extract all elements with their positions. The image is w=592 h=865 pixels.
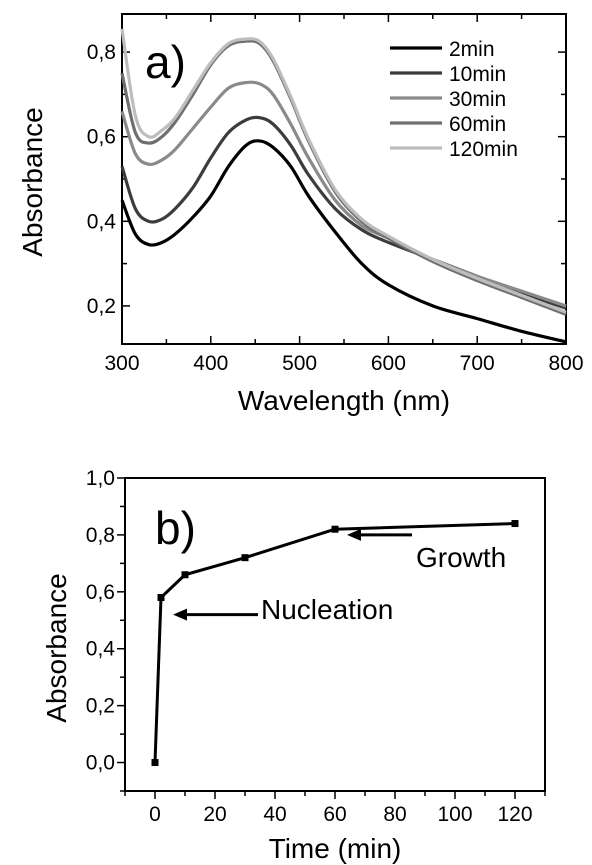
panel-a-y-tick-label: 0,6 <box>87 126 116 149</box>
panel-a-x-tick-label: 500 <box>282 352 317 375</box>
panel-b-chart: 0 20 40 60 80 100 120 0,0 0,2 0,4 0,6 0,8 1,0 b) Tim… <box>41 467 546 864</box>
panel-a-series-line-120min <box>120 28 567 314</box>
panel-b-data-point <box>181 571 189 579</box>
panel-b-y-tick-label: 1,0 <box>86 467 115 490</box>
growth-arrow-head <box>347 528 361 541</box>
panel-b-x-tick-label: 80 <box>383 803 406 826</box>
panel-a-x-tick-label: 600 <box>371 352 406 375</box>
panel-a-series-line-2min <box>120 139 567 344</box>
panel-a-y-tick-label: 0,2 <box>87 295 116 318</box>
panel-b-y-tick-label: 0,4 <box>86 638 116 661</box>
panel-a-y-tick-label: 0,8 <box>87 41 116 64</box>
panel-a-x-tick-label: 400 <box>193 352 228 375</box>
panel-a-x-axis-label: Wavelength (nm) <box>238 385 450 416</box>
panel-b-x-tick-label: 120 <box>497 803 532 826</box>
panel-b-series-line <box>153 522 516 763</box>
panel-b-x-tick-label: 0 <box>149 803 161 826</box>
panel-b-label: b) <box>155 502 196 554</box>
panel-a-label: a) <box>145 36 186 88</box>
panel-b-data-point <box>151 759 159 767</box>
panel-a-legend-label-10min: 10min <box>449 63 506 86</box>
panel-b-y-tick-label: 0,2 <box>86 695 115 718</box>
growth-label: Growth <box>416 542 506 573</box>
panel-b-y-tick-label: 0,8 <box>86 524 115 547</box>
panel-b-x-tick-label: 100 <box>437 803 472 826</box>
panel-a-legend-label-2min: 2min <box>449 38 495 61</box>
panel-b-data-point <box>331 525 339 533</box>
panel-b-x-tick-label: 60 <box>323 803 346 826</box>
panel-a-legend-label-60min: 60min <box>449 113 506 136</box>
panel-a-x-tick-label: 700 <box>460 352 495 375</box>
panel-a-y-axis-label: Absorbance <box>17 107 48 256</box>
panel-a-x-tick-label: 300 <box>104 352 139 375</box>
panel-b-x-tick-label: 20 <box>203 803 226 826</box>
panel-a-chart: 300 400 500 600 700 800 0,2 0,4 0,6 0,8 a) Wavele… <box>17 13 584 416</box>
panel-a-legend-label-120min: 120min <box>449 138 518 161</box>
panel-a-x-tick-label: 800 <box>548 352 583 375</box>
panel-b-data-point <box>241 554 249 562</box>
panel-b-y-axis-label: Absorbance <box>41 573 72 722</box>
panel-a-legend-label-30min: 30min <box>449 88 506 111</box>
panel-b-x-axis-label: Time (min) <box>269 833 402 864</box>
nucleation-arrow-head <box>173 608 187 621</box>
panel-b-data-point <box>511 520 519 528</box>
nucleation-label: Nucleation <box>261 594 393 625</box>
panel-b-y-tick-label: 0,6 <box>86 581 115 604</box>
panel-b-data-point <box>157 594 165 602</box>
panel-b-x-tick-label: 40 <box>263 803 286 826</box>
panel-a-y-tick-label: 0,4 <box>87 210 117 233</box>
panel-b-y-tick-label: 0,0 <box>86 752 115 775</box>
